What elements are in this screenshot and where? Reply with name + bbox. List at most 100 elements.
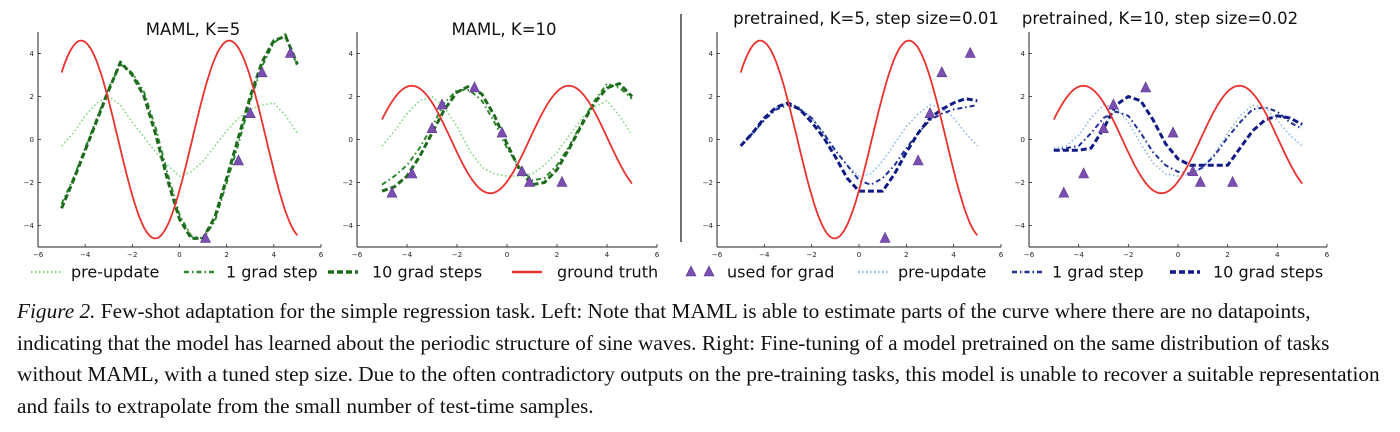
legend-swatch-marker: [685, 265, 697, 277]
grad-point-marker: [964, 46, 976, 58]
grad-point-marker: [406, 167, 418, 179]
grad-point-marker: [436, 98, 448, 110]
grad-point-marker: [244, 107, 256, 118]
ground-truth-line: [381, 84, 633, 195]
x-tick-label: 2: [555, 251, 559, 259]
caption-label: Figure 2.: [17, 299, 96, 323]
x-tick-label: 4: [951, 251, 956, 259]
grad-point-marker: [912, 154, 924, 166]
grad-point-marker: [496, 126, 508, 138]
series-line: [381, 82, 633, 186]
x-tick-label: 2: [904, 251, 908, 259]
x-tick-label: −6: [352, 251, 363, 259]
grad-point-marker: [1058, 186, 1070, 198]
y-tick-label: −4: [343, 222, 354, 230]
legend-label: pre-update: [71, 263, 159, 282]
series-line: [61, 95, 299, 177]
grad-point-marker: [1187, 165, 1199, 177]
grad-point-marker: [426, 122, 438, 134]
legend-label: 1 grad step: [1052, 263, 1144, 282]
grad-point-marker: [1227, 175, 1239, 187]
panel-4: pretrained, K=10, step size=0.02 −6 −4 −2 0 2…: [1015, 9, 1330, 259]
grad-point-marker: [516, 165, 528, 177]
y-tick-label: −4: [1015, 222, 1026, 230]
x-tick-label: 4: [272, 251, 277, 259]
grad-point-marker: [1140, 81, 1152, 93]
legend-label: 10 grad steps: [1213, 263, 1323, 282]
x-tick-label: −2: [452, 251, 462, 259]
grad-point-marker: [232, 154, 244, 166]
x-tick-label: −6: [712, 251, 723, 259]
x-tick-label: 6: [655, 251, 660, 259]
grad-point-marker: [386, 186, 398, 198]
x-tick-label: −4: [80, 251, 91, 259]
grad-point-marker: [556, 175, 568, 187]
series-line: [739, 97, 978, 193]
grad-point-marker: [1078, 167, 1090, 179]
panel-2: MAML, K=10 −6 −4 −2 0 2 4 6 −4 −2 0 2 4: [343, 20, 660, 259]
grad-point-marker: [1167, 126, 1179, 138]
legend-label: 10 grad steps: [372, 263, 482, 282]
series-line: [1053, 106, 1303, 175]
grad-point-marker: [879, 231, 891, 243]
ground-truth-line: [739, 39, 978, 240]
legend: pre-update 1 grad step 10 grad steps ground…: [31, 263, 1323, 282]
y-tick-label: 4: [30, 50, 35, 58]
grad-point-marker: [284, 46, 296, 58]
grad-point-marker: [1107, 98, 1119, 110]
y-tick-label: 2: [709, 93, 713, 101]
legend-label: pre-update: [898, 263, 986, 282]
x-tick-label: 0: [857, 251, 861, 259]
series-line: [60, 33, 299, 240]
y-tick-label: 4: [1021, 50, 1026, 58]
legend-label: 1 grad step: [226, 263, 318, 282]
x-tick-label: −6: [33, 251, 44, 259]
grad-point-marker: [199, 231, 211, 243]
x-tick-label: 6: [999, 251, 1004, 259]
legend-label: ground truth: [557, 263, 658, 282]
y-tick-label: −2: [703, 179, 713, 187]
x-tick-label: −2: [127, 251, 137, 259]
grad-point-marker: [524, 175, 535, 187]
series-line: [381, 82, 634, 193]
x-tick-label: 4: [1275, 251, 1280, 259]
x-tick-label: −2: [1123, 251, 1133, 259]
y-tick-label: 2: [30, 93, 34, 101]
grad-point-marker: [924, 107, 936, 118]
y-tick-label: −2: [343, 179, 353, 187]
series-line: [60, 34, 299, 240]
panel-title: pretrained, K=5, step size=0.01: [733, 9, 999, 28]
panel-1: MAML, K=5 −6 −4 −2 0 2 4 6 −4 −2 0 2 4: [24, 20, 324, 259]
y-tick-label: 4: [349, 50, 354, 58]
x-tick-label: 2: [1225, 251, 1229, 259]
grad-point-marker: [936, 66, 948, 78]
grad-point-marker: [256, 66, 268, 78]
y-tick-label: 4: [709, 50, 714, 58]
series-line: [739, 104, 978, 186]
series-line: [1053, 104, 1303, 177]
ground-truth-line: [60, 39, 299, 240]
x-tick-label: −4: [402, 251, 413, 259]
x-tick-label: −4: [1074, 251, 1085, 259]
x-tick-label: −2: [807, 251, 817, 259]
y-tick-label: −4: [703, 222, 714, 230]
grad-point-marker: [1194, 175, 1206, 187]
caption-text: Few-shot adaptation for the simple regre…: [17, 299, 1380, 418]
y-tick-label: 0: [30, 136, 34, 144]
grad-point-marker: [469, 81, 480, 93]
figure-caption: Figure 2. Few-shot adaptation for the si…: [17, 296, 1392, 422]
legend-swatch-marker: [703, 265, 715, 277]
x-tick-label: 2: [224, 251, 228, 259]
x-tick-label: −6: [1024, 251, 1035, 259]
y-tick-label: 0: [1021, 136, 1025, 144]
panel-title: MAML, K=5: [146, 20, 241, 39]
x-tick-label: 6: [319, 251, 324, 259]
ground-truth-line: [1053, 84, 1303, 195]
y-tick-label: 2: [349, 93, 353, 101]
y-tick-label: 0: [709, 136, 713, 144]
legend-label: used for grad: [727, 263, 834, 282]
y-tick-label: 0: [349, 136, 353, 144]
x-tick-label: 6: [1325, 251, 1330, 259]
series-line: [1053, 95, 1303, 167]
x-tick-label: −4: [759, 251, 770, 259]
